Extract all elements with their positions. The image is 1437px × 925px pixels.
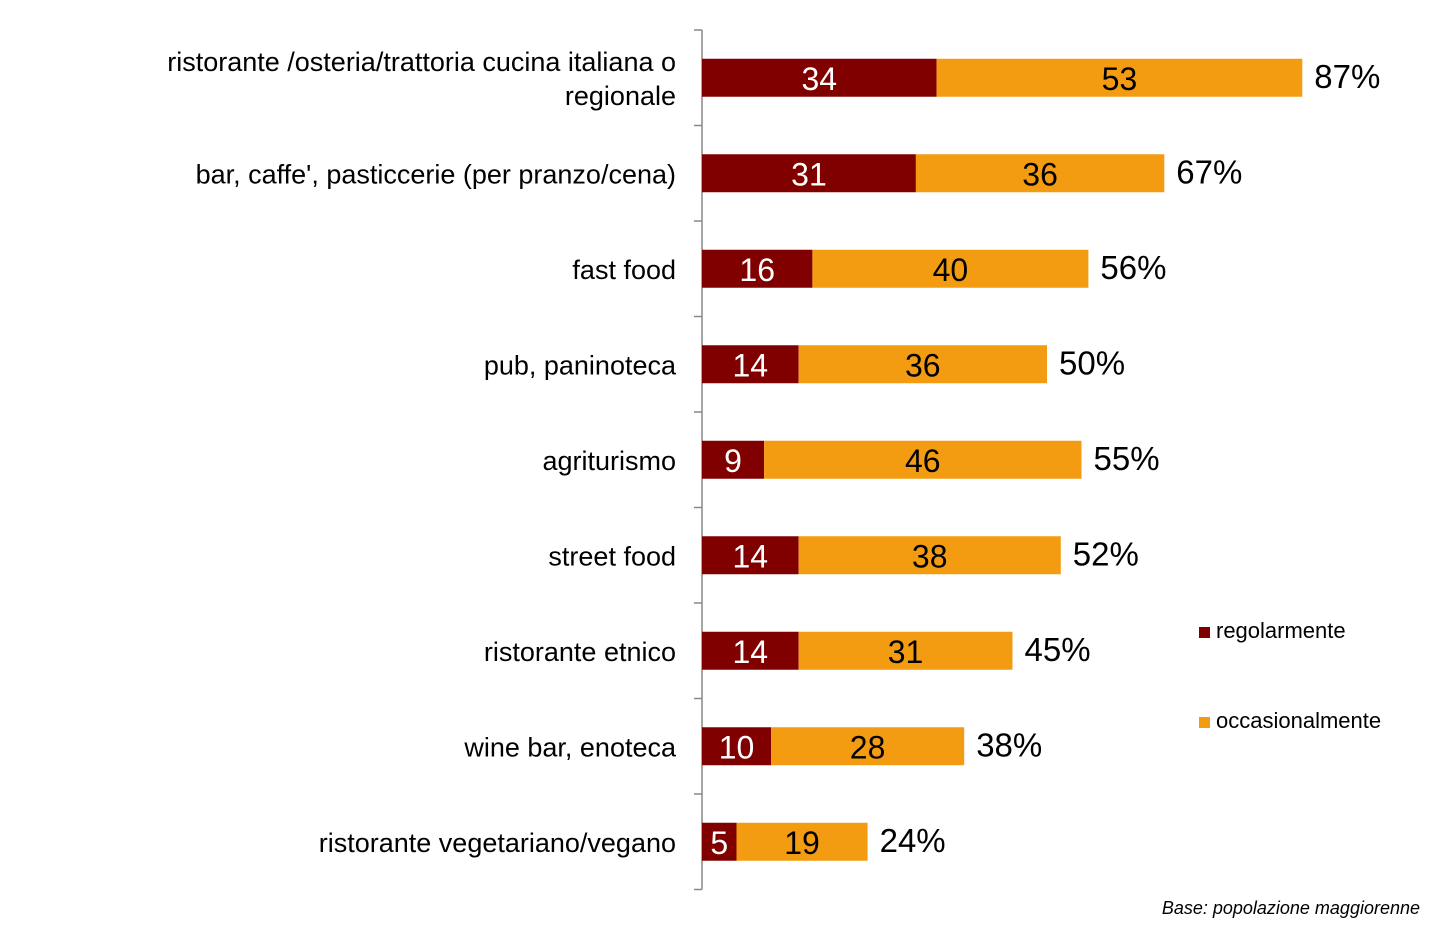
category-label: wine bar, enoteca	[463, 732, 677, 762]
bar-occasionalmente	[915, 154, 1165, 193]
data-label: 38	[912, 538, 948, 574]
category-label: ristorante etnico	[484, 637, 676, 667]
bar-regolarmente	[702, 249, 813, 288]
category-label: regionale	[565, 81, 676, 111]
legend-label: occasionalmente	[1216, 708, 1381, 733]
bar-regolarmente	[702, 631, 799, 670]
footnote: Base: popolazione maggiorenne	[1162, 898, 1420, 918]
category-labels: ristorante /osteria/trattoria cucina ita…	[167, 47, 677, 858]
bars: 34 53 87%31 36 67%16 40 56%14 36 50%9 46 55%14 38 52…	[702, 58, 1380, 861]
data-label: 14	[733, 538, 769, 574]
total-label: 38%	[976, 726, 1042, 763]
category-label: ristorante /osteria/trattoria cucina ita…	[167, 47, 676, 77]
legend-swatch	[1199, 627, 1210, 638]
total-label: 67%	[1176, 153, 1242, 190]
data-label: 46	[905, 443, 941, 479]
data-label: 9	[724, 443, 742, 479]
total-label: 52%	[1073, 535, 1139, 572]
data-label: 14	[733, 634, 769, 670]
bar-regolarmente	[702, 58, 937, 97]
category-label: street food	[548, 541, 676, 571]
total-label: 87%	[1314, 58, 1380, 95]
bar-occasionalmente	[812, 249, 1089, 288]
bar-regolarmente	[702, 822, 737, 861]
data-label: 28	[850, 729, 886, 765]
bar-occasionalmente	[771, 727, 965, 766]
data-label: 5	[710, 825, 728, 861]
data-label: 16	[739, 252, 775, 288]
data-label: 53	[1102, 61, 1138, 97]
category-label: ristorante vegetariano/vegano	[319, 828, 676, 858]
total-label: 50%	[1059, 344, 1125, 381]
data-label: 36	[1022, 156, 1058, 192]
data-label: 31	[791, 156, 827, 192]
bar-regolarmente	[702, 440, 765, 479]
y-axis	[694, 29, 703, 891]
category-label: fast food	[572, 255, 676, 285]
legend-swatch	[1199, 717, 1210, 728]
bar-occasionalmente	[736, 822, 868, 861]
category-label: bar, caffe', pasticcerie (per pranzo/cen…	[196, 159, 676, 189]
bar-occasionalmente	[798, 631, 1013, 670]
bar-regolarmente	[702, 154, 916, 193]
bar-occasionalmente	[936, 58, 1303, 97]
total-label: 55%	[1094, 440, 1160, 477]
bar-occasionalmente	[798, 536, 1061, 575]
total-label: 45%	[1025, 631, 1091, 668]
bar-occasionalmente	[764, 440, 1082, 479]
data-label: 31	[888, 634, 924, 670]
bar-occasionalmente	[798, 345, 1047, 384]
data-label: 36	[905, 347, 941, 383]
total-label: 24%	[880, 822, 946, 859]
data-label: 14	[733, 347, 769, 383]
data-label: 19	[784, 825, 820, 861]
legend: regolarmente occasionalmente	[1199, 618, 1381, 733]
legend-label: regolarmente	[1216, 618, 1346, 643]
bar-regolarmente	[702, 727, 771, 766]
bar-regolarmente	[702, 536, 799, 575]
category-label: agriturismo	[542, 446, 676, 476]
data-label: 34	[802, 61, 838, 97]
total-label: 56%	[1100, 249, 1166, 286]
data-label: 40	[933, 252, 969, 288]
bar-regolarmente	[702, 345, 799, 384]
category-label: pub, paninoteca	[484, 350, 677, 380]
data-label: 10	[719, 729, 755, 765]
